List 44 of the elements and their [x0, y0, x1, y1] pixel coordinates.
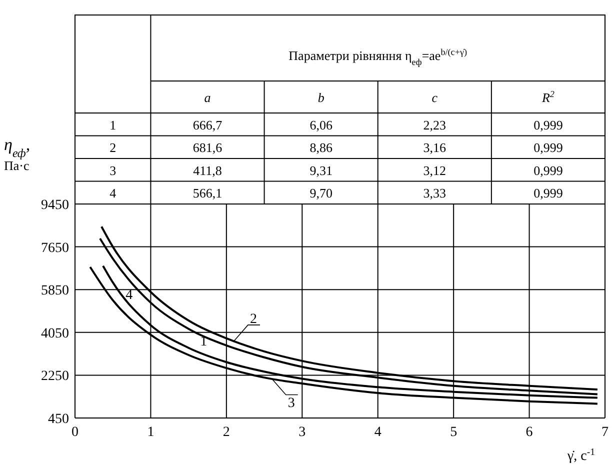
- text: 666,7: [192, 117, 223, 132]
- text: 2: [110, 140, 116, 156]
- text: 4: [110, 186, 117, 201]
- x-tick-label: 2: [222, 425, 230, 440]
- text: 566,1: [192, 186, 222, 201]
- text: 681,6: [192, 140, 223, 156]
- text: 9,70: [310, 186, 332, 201]
- y-tick-label: 5850: [41, 284, 69, 299]
- chart-title: Параметри рівняння η$_{еф}$=ae$^{b/(c+γ̇)}$: [288, 47, 468, 67]
- text: 3,16: [423, 140, 447, 156]
- x-tick-label: 1: [147, 425, 154, 440]
- text: 2,23: [423, 117, 446, 132]
- text: R$^{2}$: [540, 89, 555, 105]
- y-tick-label: 4050: [41, 326, 69, 342]
- text: 3: [110, 162, 116, 178]
- text: 9,31: [310, 162, 332, 178]
- text: 0,999: [534, 186, 563, 201]
- y-tick-label: 450: [48, 412, 69, 427]
- text: 0,999: [534, 140, 563, 156]
- series-label: 3: [288, 396, 295, 411]
- x-tick-label: 0: [72, 425, 78, 440]
- x-tick-label: 3: [298, 425, 306, 440]
- text: b: [318, 90, 325, 105]
- series-label: 2: [250, 312, 257, 327]
- x-tick-label: 4: [374, 425, 382, 440]
- x-axis-title: γ̇, с$^{-1}$: [566, 446, 596, 464]
- y-tick-label: 9450: [41, 198, 69, 213]
- text: 0,999: [534, 162, 563, 178]
- text: 3,12: [423, 162, 446, 178]
- text: 1: [110, 117, 116, 132]
- y-tick-label: 7650: [41, 240, 69, 256]
- text: 6,06: [310, 117, 333, 132]
- x-tick-label: 7: [602, 425, 608, 440]
- text: 411,8: [193, 162, 222, 178]
- text: c: [432, 90, 438, 105]
- series-label: 4: [126, 288, 133, 304]
- x-tick-label: 6: [526, 425, 533, 440]
- text: 0,999: [534, 117, 563, 132]
- text: 3,33: [423, 186, 446, 201]
- y-tick-label: 2250: [41, 369, 69, 384]
- y-axis-title: η$_{еф}$, Па·с: [4, 135, 30, 173]
- x-tick-label: 5: [450, 425, 458, 440]
- text: a: [204, 90, 212, 105]
- text: 8,86: [310, 140, 333, 156]
